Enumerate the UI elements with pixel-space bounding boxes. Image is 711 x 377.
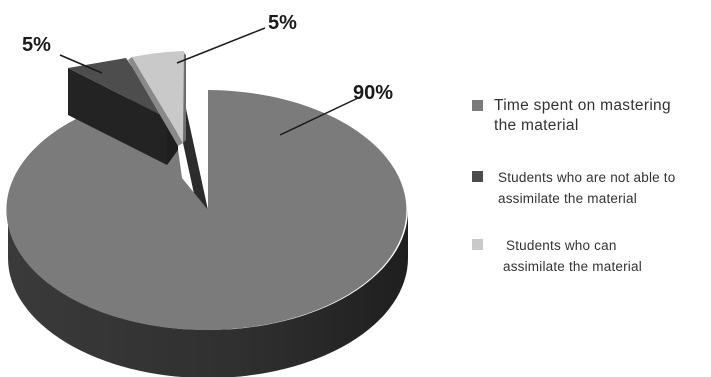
data-label-2: 5% <box>268 12 297 34</box>
leader-line-0 <box>279 97 359 136</box>
legend-label-2: Students who can assimilate the material <box>503 236 706 278</box>
legend-label-2-line-1: Students who can <box>506 238 617 253</box>
pie-slice-2 <box>132 51 184 143</box>
legend-label-1: Students who are not able to assimilate … <box>498 168 711 210</box>
data-label-0: 90% <box>353 82 393 104</box>
legend-label-0: Time spent on mastering the material <box>494 96 704 136</box>
legend-label-2-line-2: assimilate the material <box>503 258 642 274</box>
legend-label-1-line-2: assimilate the material <box>498 190 637 206</box>
data-label-1: 5% <box>22 34 51 56</box>
legend-label-0-line-2: the material <box>494 117 579 135</box>
pie-slice-side-2 <box>183 52 186 143</box>
pie-slice-1 <box>68 58 167 118</box>
legend-label-0-line-1: Time spent on mastering <box>494 97 671 114</box>
pie-slice-0 <box>6 90 407 330</box>
legend-swatch-2 <box>472 239 483 250</box>
legend-swatch-1 <box>472 171 483 182</box>
legend-swatch-0 <box>472 100 483 111</box>
pie-slice-side-2b <box>128 57 183 146</box>
leader-line-1 <box>59 54 103 74</box>
pie-slice-side-0 <box>8 210 408 377</box>
leader-line-2 <box>176 27 266 64</box>
pie-slice-side-1 <box>68 68 167 165</box>
legend-label-1-line-1: Students who are not able to <box>498 170 676 185</box>
